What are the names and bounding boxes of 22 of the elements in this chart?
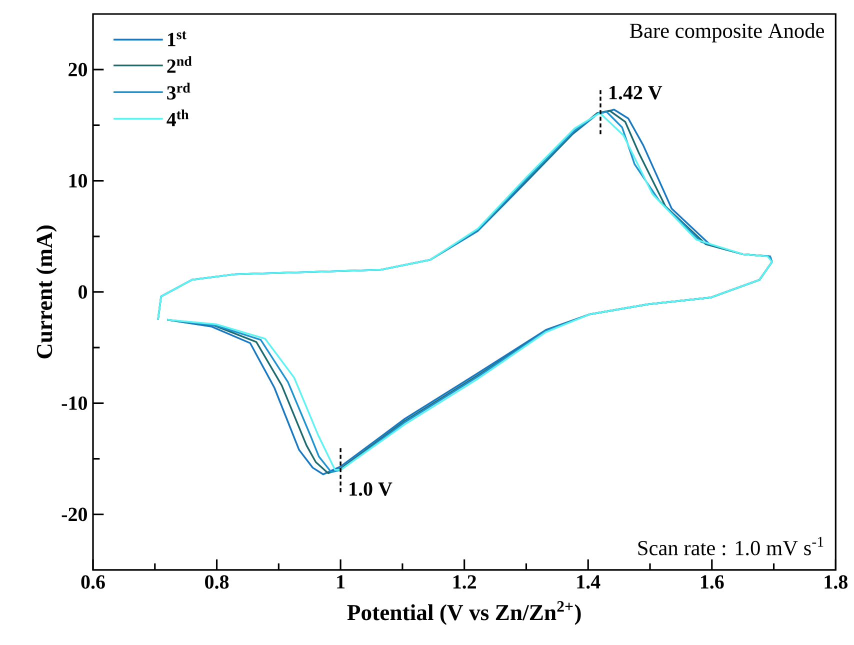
annotation: 1.0 V [350,482,392,496]
x-tick-label: 1.2 [453,575,476,589]
x-tick-label: 0.8 [205,575,229,589]
y-tick-label: -10 [62,396,88,410]
legend-label: 4$^{th}$ [166,109,189,126]
annotation: Bare composite Anode [630,23,824,42]
legend-label: 3$^{rd}$ [167,82,190,100]
x-tick-label: 1.4 [577,575,600,589]
legend-label: 1$^{st}$ [168,31,186,46]
x-tick-label: 1.8 [824,575,848,589]
x-axis-title: Potential (V vs Zn/Zn$^{2+}$) [347,601,581,625]
y-tick-label: 10 [69,174,88,188]
y-axis-title: Current (mA) [36,226,57,358]
y-tick-label: 20 [68,62,88,76]
x-tick-label: 1 [337,575,345,588]
x-tick-label: 1.6 [701,575,724,589]
y-tick-label: 0 [78,285,88,299]
x-tick-label: 0.6 [81,575,105,589]
annotation: 1.42 V [610,86,662,100]
legend-label: 2$^{nd}$ [167,56,192,73]
y-tick-label: -20 [62,508,88,522]
annotation: Scan rate : 1.0 mV s$^{-1}$ [638,536,824,556]
